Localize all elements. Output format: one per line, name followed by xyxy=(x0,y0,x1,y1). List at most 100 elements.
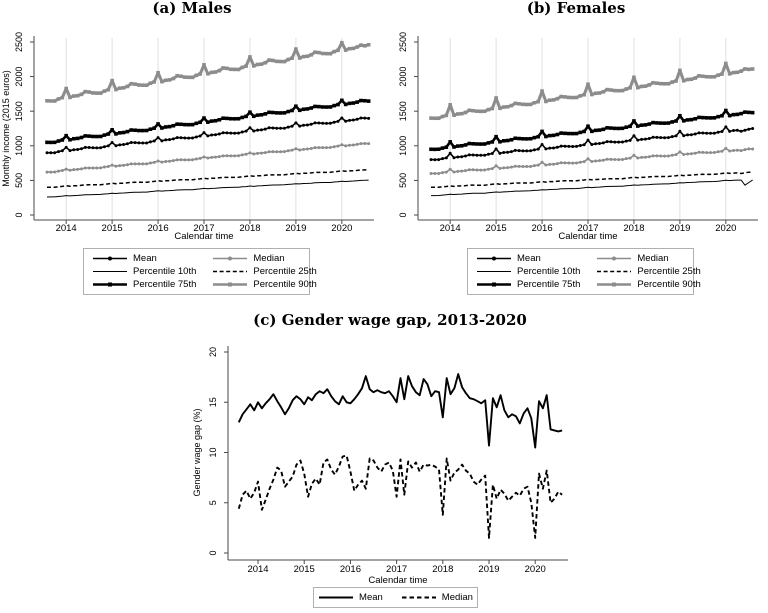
series-marker xyxy=(529,164,533,168)
series-marker xyxy=(494,164,498,168)
series-marker xyxy=(571,144,575,148)
series-marker xyxy=(651,120,655,125)
series-line-mean xyxy=(237,373,563,449)
series-marker xyxy=(704,116,709,120)
series-marker xyxy=(532,148,536,152)
series-marker xyxy=(91,91,95,95)
series-marker xyxy=(240,130,244,134)
series-marker xyxy=(87,146,91,150)
series-marker xyxy=(221,116,225,120)
series-marker xyxy=(45,170,49,174)
series-marker xyxy=(750,110,755,115)
series-marker xyxy=(121,86,126,90)
series-marker xyxy=(340,116,344,120)
series-marker xyxy=(693,151,697,155)
series-marker xyxy=(502,166,506,170)
series-marker xyxy=(301,54,306,59)
series-marker xyxy=(724,146,728,150)
series-marker xyxy=(225,154,229,158)
series-marker xyxy=(666,81,671,86)
series-marker xyxy=(686,133,690,137)
series-marker xyxy=(347,46,352,51)
series-marker xyxy=(83,145,87,149)
series-marker xyxy=(609,88,613,92)
series-marker xyxy=(217,68,222,73)
series-marker xyxy=(613,140,617,144)
legend-line-sample xyxy=(401,596,436,599)
series-marker xyxy=(141,141,145,145)
series-marker xyxy=(735,70,740,75)
legend-label: Median xyxy=(253,253,285,265)
legend-line-sample xyxy=(93,270,127,272)
series-marker xyxy=(444,145,449,149)
series-marker xyxy=(294,104,298,109)
series-marker xyxy=(429,147,433,152)
series-marker xyxy=(540,142,544,146)
series-marker xyxy=(620,158,624,162)
legend-line-sample xyxy=(213,282,248,287)
series-marker xyxy=(217,132,221,136)
series-marker xyxy=(670,80,675,84)
series-marker xyxy=(437,158,441,162)
y-tick-label: 2000 xyxy=(398,67,408,87)
y-tick-label: 1500 xyxy=(398,101,408,121)
legend-label: Percentile 90th xyxy=(637,278,701,290)
legend-item-mean: Mean xyxy=(92,253,196,265)
series-marker xyxy=(563,144,567,148)
series-marker xyxy=(575,161,579,165)
series-marker xyxy=(206,71,210,76)
series-marker xyxy=(555,162,559,166)
y-tick-label: 0 xyxy=(208,550,218,555)
series-marker xyxy=(739,69,743,73)
series-marker xyxy=(689,133,693,137)
legend-line-sample xyxy=(319,596,354,599)
series-marker xyxy=(498,139,502,144)
series-marker xyxy=(95,146,99,150)
series-marker xyxy=(724,108,728,113)
series-marker xyxy=(236,154,240,158)
series-marker xyxy=(643,155,647,159)
legend-line-sample xyxy=(93,282,127,287)
series-marker xyxy=(482,142,487,146)
series-marker xyxy=(440,146,445,150)
series-marker xyxy=(716,150,720,154)
series-marker xyxy=(298,124,302,128)
y-tick-label: 10 xyxy=(208,447,218,457)
series-marker xyxy=(290,124,294,128)
series-marker xyxy=(552,162,556,166)
series-marker xyxy=(655,121,659,125)
series-marker xyxy=(267,150,271,154)
series-marker xyxy=(263,112,268,116)
series-marker xyxy=(244,64,248,68)
series-marker xyxy=(483,153,487,157)
series-marker xyxy=(121,130,126,135)
series-marker xyxy=(317,121,321,125)
series-marker xyxy=(64,133,68,138)
series-marker xyxy=(521,137,525,141)
series-marker xyxy=(751,147,755,151)
series-marker xyxy=(517,149,521,153)
series-marker xyxy=(575,144,579,148)
x-tick-label: 2016 xyxy=(340,564,361,575)
series-marker xyxy=(313,121,317,125)
series-marker xyxy=(152,160,156,164)
series-marker xyxy=(552,146,556,150)
x-tick-label: 2020 xyxy=(715,223,736,234)
series-marker xyxy=(471,141,475,146)
panel-b-title: (b) Females xyxy=(526,0,626,17)
series-marker xyxy=(229,116,233,121)
series-marker xyxy=(294,47,298,51)
series-marker xyxy=(183,158,187,162)
series-marker xyxy=(528,102,533,107)
series-marker xyxy=(233,131,237,135)
series-marker xyxy=(521,102,525,107)
series-marker xyxy=(490,151,494,155)
series-marker xyxy=(628,138,632,142)
series-marker xyxy=(156,136,160,140)
series-marker xyxy=(259,151,263,155)
series-marker xyxy=(114,87,118,92)
series-marker xyxy=(64,86,68,91)
females-chart-legend: Mean Median Percentile 10th Percentile 25th… xyxy=(467,248,701,295)
series-marker xyxy=(532,100,537,105)
x-tick-label: 2020 xyxy=(525,564,546,575)
